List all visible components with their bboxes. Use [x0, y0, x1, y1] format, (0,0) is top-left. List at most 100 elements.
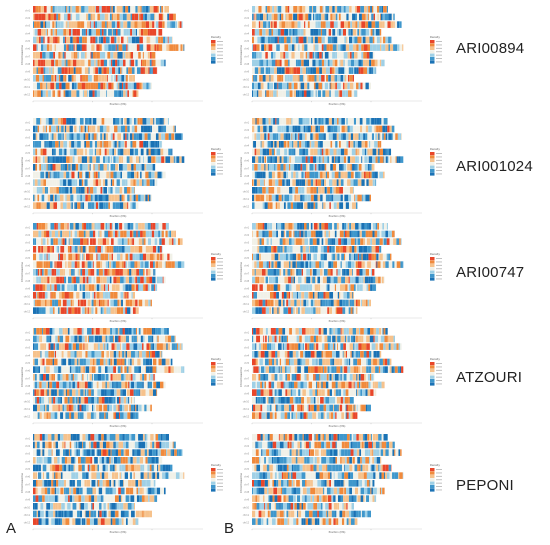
density-bin: [117, 75, 122, 82]
density-bin: [108, 299, 111, 307]
density-bin: [103, 202, 106, 209]
density-bin: [266, 238, 269, 245]
density-bin: [173, 366, 178, 373]
density-bin: [36, 389, 39, 396]
density-bin: [88, 230, 90, 238]
density-bin: [294, 230, 298, 238]
density-bin: [289, 164, 291, 171]
density-bin: [33, 328, 37, 335]
density-bin: [378, 276, 381, 284]
density-bin: [136, 230, 138, 238]
density-bin: [393, 238, 397, 245]
density-bin: [63, 179, 67, 186]
density-bin: [297, 82, 300, 90]
density-bin: [143, 13, 145, 21]
density-bin: [291, 284, 294, 291]
density-bin: [153, 358, 157, 366]
density-bin: [116, 404, 119, 412]
density-bin: [55, 230, 58, 238]
density-bin: [36, 276, 39, 284]
density-bin: [257, 276, 260, 284]
density-bin: [113, 351, 117, 358]
density-bin: [88, 82, 91, 90]
density-bin: [124, 404, 129, 412]
density-bin: [74, 307, 78, 314]
density-bin: [141, 261, 143, 268]
density-bin: [306, 223, 310, 230]
density-bin: [266, 141, 269, 148]
density-bin: [289, 187, 293, 194]
density-bin: [264, 238, 267, 245]
density-bin: [73, 328, 78, 335]
density-bin: [78, 397, 81, 404]
density-bin: [316, 90, 318, 97]
density-bin: [388, 44, 390, 51]
density-bin: [90, 82, 94, 90]
density-bin: [158, 133, 162, 140]
density-bin: [177, 238, 181, 245]
legend-entry-mark: [217, 373, 223, 375]
density-bin: [164, 261, 166, 268]
density-bin: [48, 67, 50, 74]
density-bin: [113, 389, 117, 396]
density-bin: [325, 59, 327, 67]
density-bin: [389, 253, 392, 261]
density-bin: [357, 156, 359, 163]
density-bin: [165, 261, 168, 268]
density-bin: [37, 52, 41, 59]
density-bin: [122, 13, 127, 21]
density-bin: [74, 171, 78, 179]
density-bin: [47, 156, 50, 163]
density-bin: [135, 246, 139, 253]
density-bin: [81, 223, 84, 230]
density-bin: [298, 292, 302, 299]
density-bin: [41, 374, 44, 381]
chromosome-track: [33, 187, 135, 194]
density-bin: [290, 179, 293, 186]
density-bin: [351, 6, 356, 13]
density-bin: [56, 223, 58, 230]
density-bin: [256, 335, 261, 343]
density-bin: [353, 118, 357, 125]
density-bin: [112, 187, 116, 194]
density-bin: [79, 358, 84, 366]
density-bin: [161, 230, 164, 238]
density-bin: [51, 253, 55, 261]
density-bin: [64, 13, 68, 21]
density-bin: [97, 307, 101, 314]
density-bin: [55, 21, 57, 28]
density-bin: [183, 44, 185, 51]
density-bin: [110, 90, 115, 97]
density-bin: [70, 230, 73, 238]
density-bin: [285, 90, 290, 97]
density-bin: [177, 366, 182, 373]
density-bin: [261, 75, 263, 82]
density-bin: [260, 171, 263, 179]
y-tick-label: chr3: [244, 137, 249, 140]
density-bin: [284, 148, 288, 156]
density-bin: [310, 133, 313, 140]
density-bin: [46, 6, 51, 13]
density-bin: [332, 29, 336, 36]
density-bin: [254, 67, 259, 74]
density-bin: [263, 59, 267, 67]
density-bin: [279, 156, 282, 163]
density-bin: [138, 171, 141, 179]
density-bin: [109, 148, 113, 156]
density-bin: [365, 82, 369, 90]
density-bin: [33, 52, 36, 59]
density-bin: [352, 29, 357, 36]
density-bin: [89, 141, 93, 148]
density-bin: [65, 269, 70, 276]
density-bin: [130, 374, 133, 381]
density-bin: [164, 156, 166, 163]
density-bin: [57, 118, 61, 125]
density-bin: [99, 125, 104, 133]
density-bin: [130, 13, 132, 21]
density-bin: [96, 223, 98, 230]
legend-entry-mark: [217, 376, 223, 378]
density-bin: [283, 141, 287, 148]
density-bin: [277, 82, 279, 90]
density-bin: [107, 223, 110, 230]
density-bin: [372, 67, 376, 74]
